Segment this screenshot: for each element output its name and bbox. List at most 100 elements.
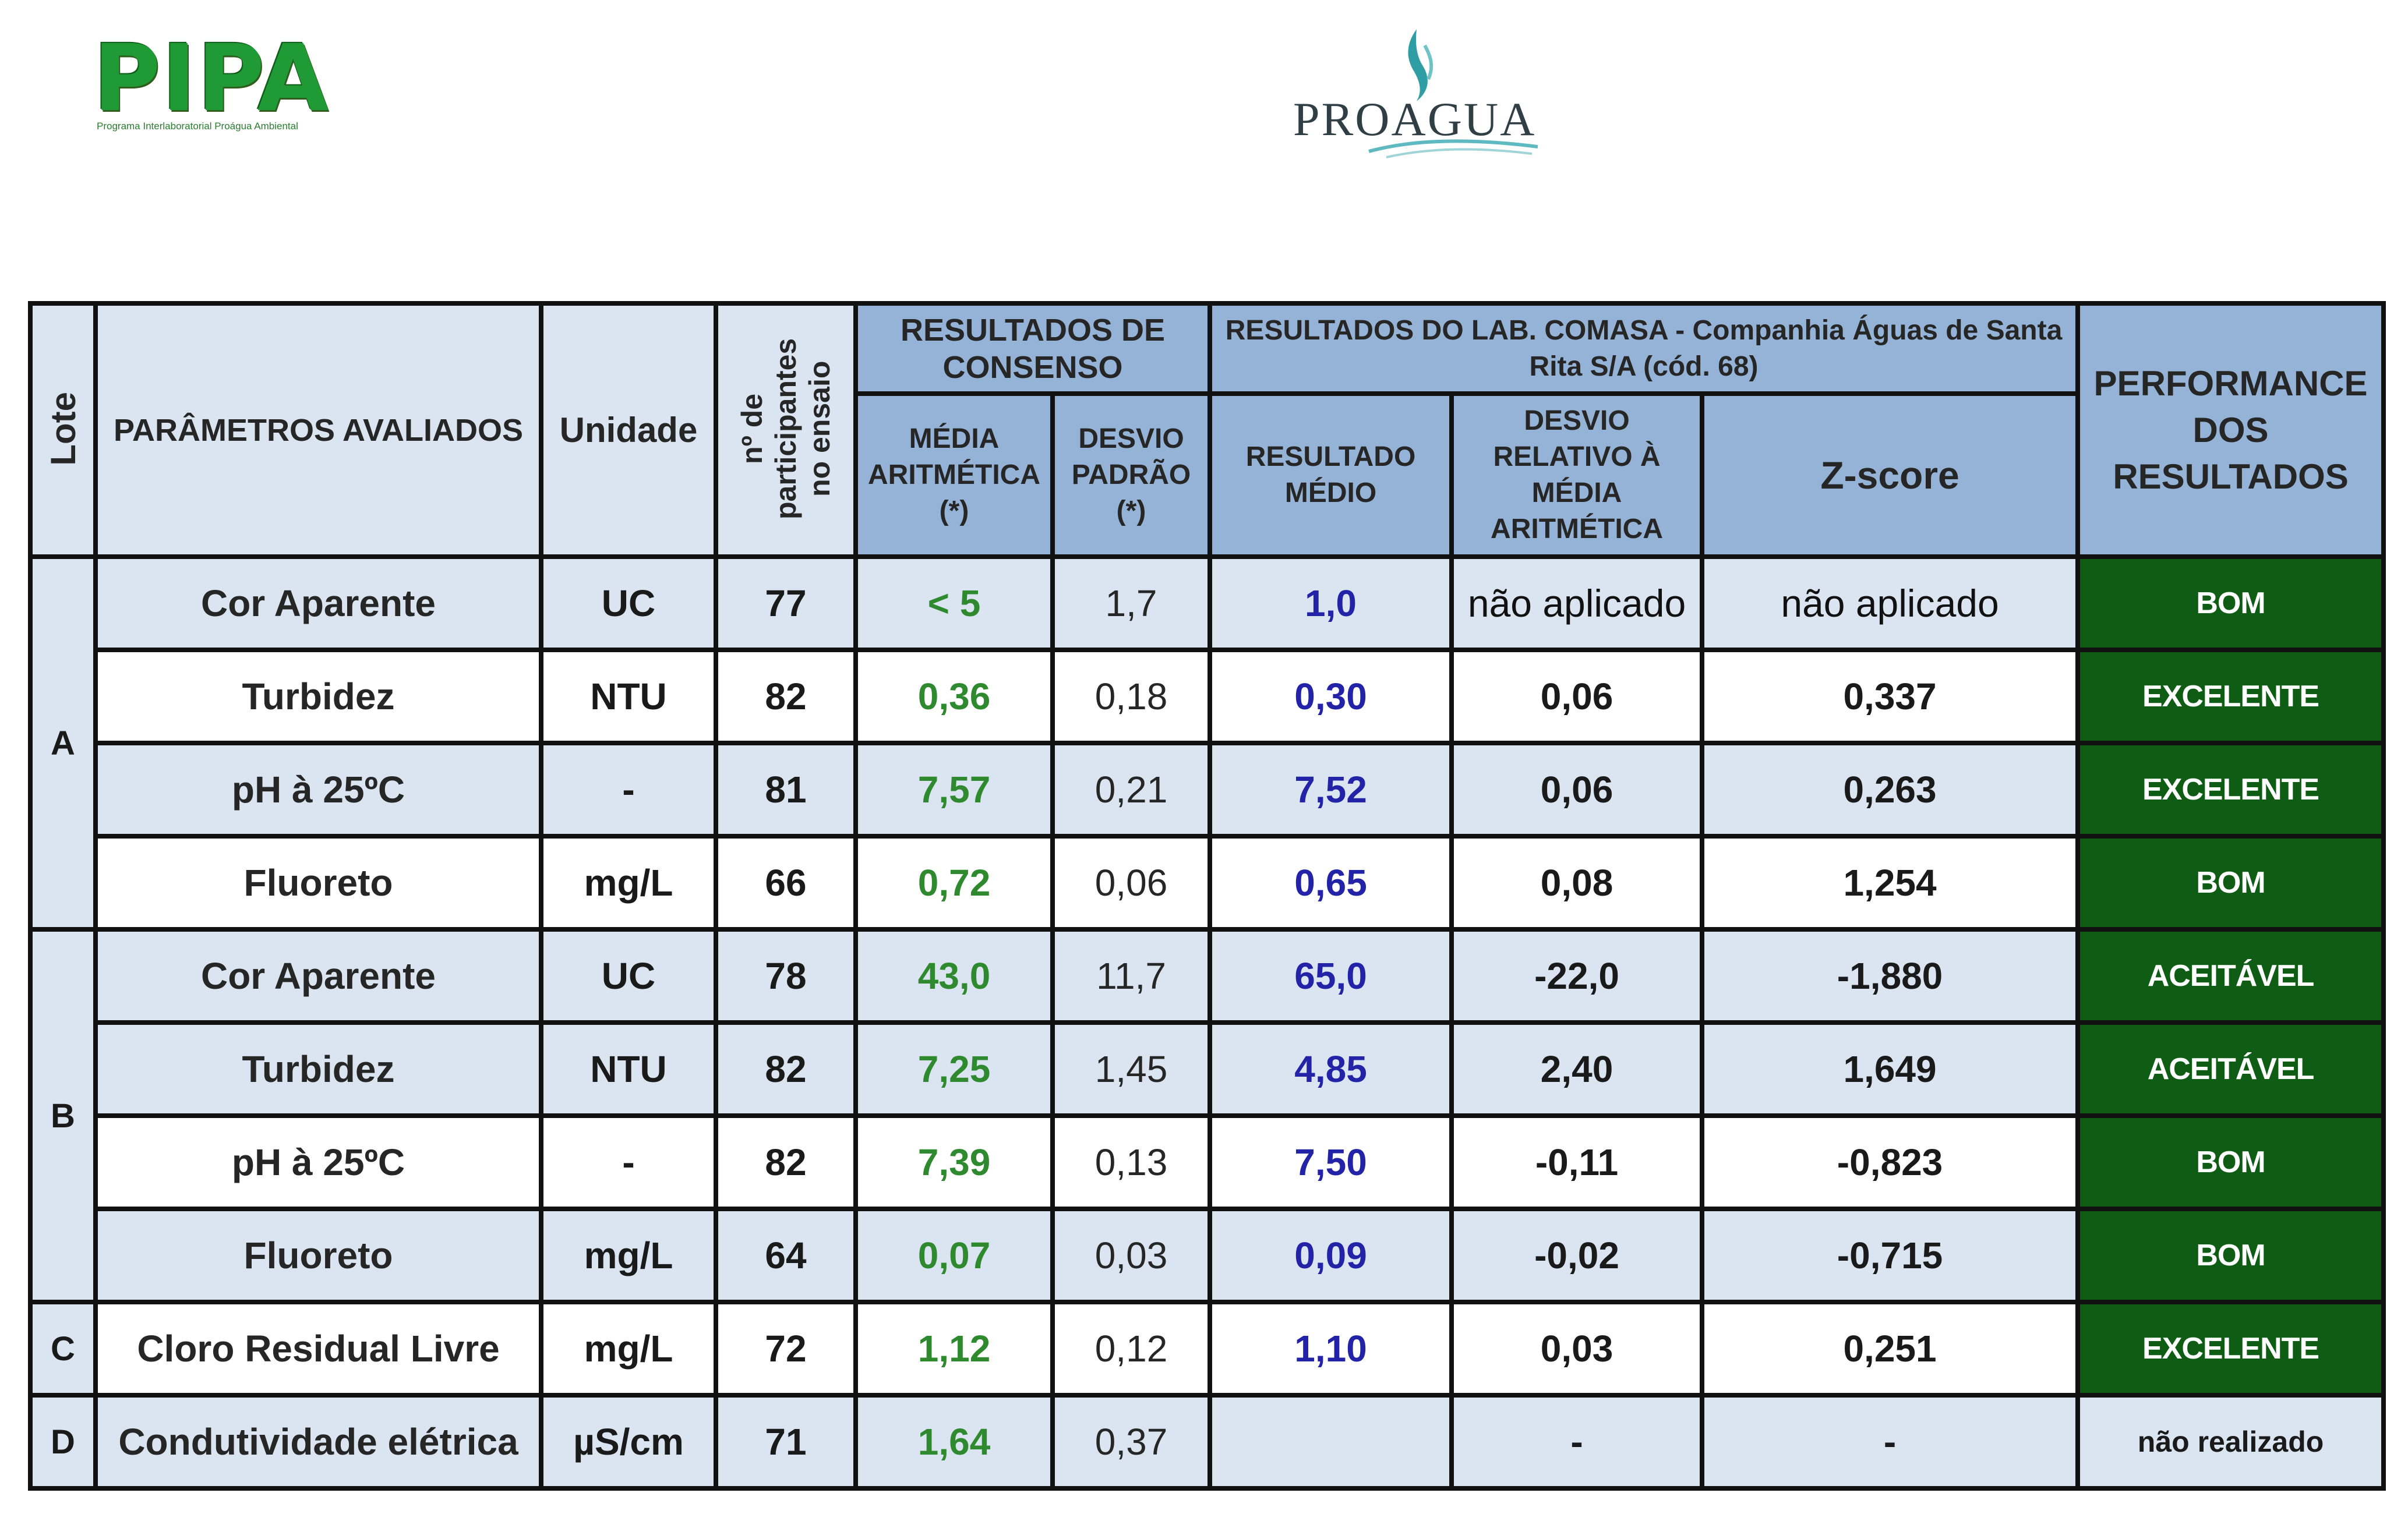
consensus-mean: 0,72 xyxy=(853,834,1055,932)
table-row: B Cor Aparente UC 78 43,0 11,7 65,0 -22,… xyxy=(28,927,2386,1304)
relative-deviation: não aplicado xyxy=(1449,554,1705,652)
lab-result: 7,50 xyxy=(1207,1113,1454,1211)
consensus-mean: 1,12 xyxy=(853,1300,1055,1398)
z-score: -1,880 xyxy=(1700,927,2081,1025)
unit: µS/cm xyxy=(539,1393,718,1491)
participant-count: 82 xyxy=(714,648,858,745)
col-header-desvio-relativo: DESVIO RELATIVO À MÉDIA ARITMÉTICA xyxy=(1449,391,1705,559)
consensus-mean: 0,36 xyxy=(853,648,1055,745)
z-score: - xyxy=(1700,1393,2081,1491)
param-name: Fluoreto xyxy=(93,1207,543,1304)
performance-badge: EXCELENTE xyxy=(2075,1300,2386,1398)
consensus-stddev: 0,18 xyxy=(1050,648,1213,745)
lab-result: 7,52 xyxy=(1207,741,1454,839)
performance-badge: BOM xyxy=(2075,834,2386,932)
proagua-logo-title: PROAGUA xyxy=(1293,93,1537,146)
col-header-performance: PERFORMANCE DOS RESULTADOS xyxy=(2075,301,2386,559)
consensus-mean: 1,64 xyxy=(853,1393,1055,1491)
unit: UC xyxy=(539,554,718,652)
performance-badge: não realizado xyxy=(2075,1393,2386,1491)
performance-badge: ACEITÁVEL xyxy=(2075,1020,2386,1118)
unit: mg/L xyxy=(539,834,718,932)
param-name: Cor Aparente xyxy=(93,927,543,1025)
z-score: 0,251 xyxy=(1700,1300,2081,1398)
lote-label: B xyxy=(28,927,98,1304)
table-row: Fluoreto mg/L 64 0,07 0,03 0,09 -0,02 -0… xyxy=(30,1207,2386,1304)
pipa-logo-subtitle: Programa Interlaboratorial Proágua Ambie… xyxy=(97,121,298,132)
consensus-stddev: 0,21 xyxy=(1050,741,1213,839)
pipa-logo-title: PIPA xyxy=(93,25,330,132)
z-score: -0,715 xyxy=(1700,1207,2081,1304)
z-score: 1,649 xyxy=(1700,1020,2081,1118)
performance-badge: EXCELENTE xyxy=(2075,741,2386,839)
lote-label: C xyxy=(28,1300,98,1398)
unit: mg/L xyxy=(539,1207,718,1304)
col-header-zscore: Z-score xyxy=(1700,391,2081,559)
participant-count: 82 xyxy=(714,1113,858,1211)
lab-result: 1,0 xyxy=(1207,554,1454,652)
proagua-logo: PROAGUA xyxy=(1264,22,1590,162)
unit: - xyxy=(539,1113,718,1211)
col-header-parametros: PARÂMETROS AVALIADOS xyxy=(93,301,543,559)
col-header-lote: Lote xyxy=(28,301,98,559)
unit: UC xyxy=(539,927,718,1025)
consensus-mean: < 5 xyxy=(853,554,1055,652)
lab-result: 1,10 xyxy=(1207,1300,1454,1398)
z-score: 1,254 xyxy=(1700,834,2081,932)
table-row: Turbidez NTU 82 7,25 1,45 4,85 2,40 1,64… xyxy=(30,1020,2386,1118)
unit: NTU xyxy=(539,1020,718,1118)
relative-deviation: -22,0 xyxy=(1449,927,1705,1025)
table-row: pH à 25ºC - 82 7,39 0,13 7,50 -0,11 -0,8… xyxy=(30,1113,2386,1211)
relative-deviation: 0,03 xyxy=(1449,1300,1705,1398)
performance-badge: BOM xyxy=(2075,1113,2386,1211)
unit: NTU xyxy=(539,648,718,745)
table-row: C Cloro Residual Livre mg/L 72 1,12 0,12… xyxy=(28,1300,2386,1398)
table-row: D Condutividade elétrica µS/cm 71 1,64 0… xyxy=(28,1393,2386,1491)
col-header-unidade: Unidade xyxy=(539,301,718,559)
participant-count: 64 xyxy=(714,1207,858,1304)
consensus-mean: 43,0 xyxy=(853,927,1055,1025)
lab-result: 65,0 xyxy=(1207,927,1454,1025)
col-header-consenso: RESULTADOS DE CONSENSO xyxy=(853,301,1213,396)
consensus-mean: 7,57 xyxy=(853,741,1055,839)
param-name: Cor Aparente xyxy=(93,554,543,652)
table-row: pH à 25ºC - 81 7,57 0,21 7,52 0,06 0,263… xyxy=(30,741,2386,839)
consensus-mean: 0,07 xyxy=(853,1207,1055,1304)
param-name: Condutividade elétrica xyxy=(93,1393,543,1491)
unit: - xyxy=(539,741,718,839)
param-name: Fluoreto xyxy=(93,834,543,932)
z-score: -0,823 xyxy=(1700,1113,2081,1211)
pipa-logo: PIPA Programa Interlaboratorial Proágua … xyxy=(93,32,361,143)
relative-deviation: 0,06 xyxy=(1449,741,1705,839)
col-header-desvio-padrao: DESVIO PADRÃO (*) xyxy=(1050,391,1213,559)
participant-count: 71 xyxy=(714,1393,858,1491)
lab-result: 0,30 xyxy=(1207,648,1454,745)
relative-deviation: -0,11 xyxy=(1449,1113,1705,1211)
consensus-stddev: 1,7 xyxy=(1050,554,1213,652)
consensus-stddev: 11,7 xyxy=(1050,927,1213,1025)
performance-badge: BOM xyxy=(2075,554,2386,652)
col-header-participantes: nº de participantes no ensaio xyxy=(714,301,858,559)
param-name: Turbidez xyxy=(93,648,543,745)
relative-deviation: - xyxy=(1449,1393,1705,1491)
consensus-stddev: 0,03 xyxy=(1050,1207,1213,1304)
lab-result xyxy=(1207,1393,1454,1491)
z-score: 0,263 xyxy=(1700,741,2081,839)
lab-result: 0,65 xyxy=(1207,834,1454,932)
z-score: não aplicado xyxy=(1700,554,2081,652)
consensus-stddev: 0,12 xyxy=(1050,1300,1213,1398)
consensus-mean: 7,39 xyxy=(853,1113,1055,1211)
param-name: Cloro Residual Livre xyxy=(93,1300,543,1398)
participant-count: 78 xyxy=(714,927,858,1025)
results-table: Lote PARÂMETROS AVALIADOS Unidade nº de … xyxy=(28,301,2386,1491)
relative-deviation: -0,02 xyxy=(1449,1207,1705,1304)
relative-deviation: 0,08 xyxy=(1449,834,1705,932)
z-score: 0,337 xyxy=(1700,648,2081,745)
consensus-stddev: 0,13 xyxy=(1050,1113,1213,1211)
consensus-stddev: 0,06 xyxy=(1050,834,1213,932)
participant-count: 66 xyxy=(714,834,858,932)
consensus-stddev: 0,37 xyxy=(1050,1393,1213,1491)
col-header-media: MÉDIA ARITMÉTICA (*) xyxy=(853,391,1055,559)
lab-result: 4,85 xyxy=(1207,1020,1454,1118)
participant-count: 82 xyxy=(714,1020,858,1118)
